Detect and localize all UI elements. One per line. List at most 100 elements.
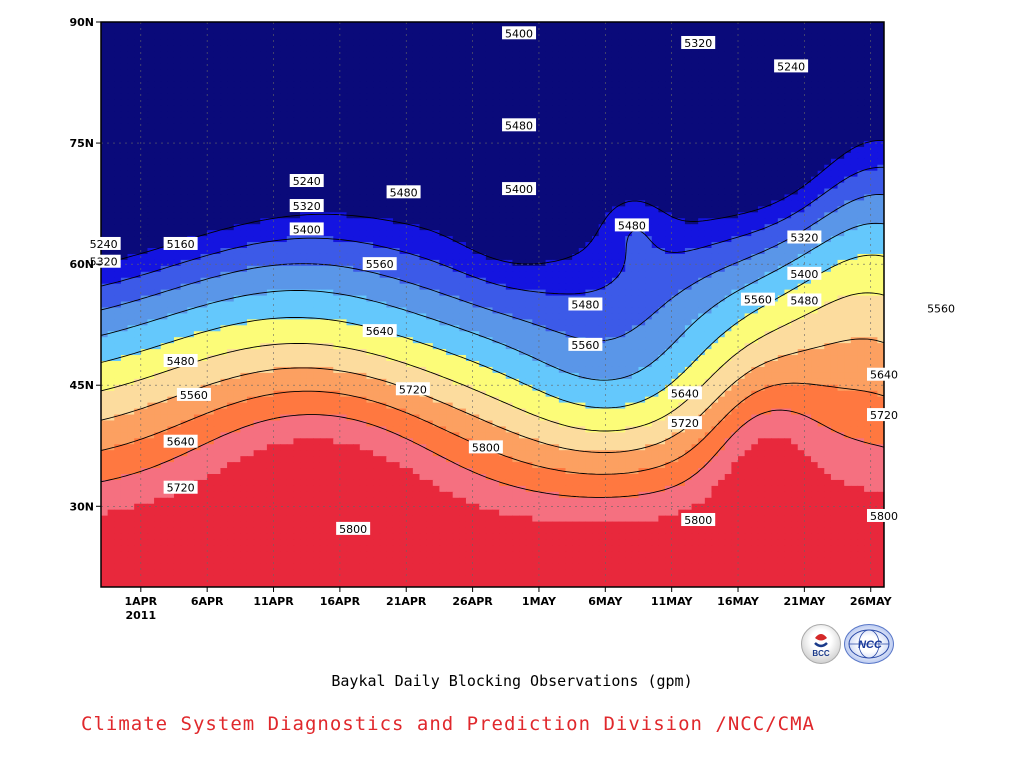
contour-cell — [273, 93, 281, 100]
contour-cell — [492, 105, 500, 112]
contour-cell — [107, 176, 115, 184]
contour-cell — [791, 33, 799, 41]
contour-cell — [665, 200, 673, 207]
contour-cell — [777, 146, 786, 154]
contour-cell — [704, 236, 713, 243]
contour-cell — [784, 69, 792, 77]
contour-cell — [101, 111, 109, 118]
contour-cell — [870, 182, 878, 190]
contour-cell — [499, 81, 507, 89]
contour-cell — [817, 129, 825, 136]
contour-cell — [784, 51, 792, 59]
contour-cell — [545, 69, 553, 77]
contour-cell — [160, 63, 168, 71]
contour-cell — [260, 224, 268, 231]
contour-cell — [525, 265, 533, 273]
contour-cell — [306, 236, 314, 243]
contour-cell — [253, 242, 261, 249]
contour-cell — [339, 51, 348, 59]
contour-cell — [631, 27, 640, 35]
contour-cell — [718, 212, 726, 219]
contour-cell — [266, 63, 275, 71]
contour-cell — [532, 236, 540, 243]
contour-cell — [738, 218, 746, 225]
contour-cell — [771, 206, 779, 213]
contour-cell — [784, 99, 792, 106]
contour-cell — [432, 152, 441, 160]
contour-cell — [611, 45, 620, 53]
contour-cell — [678, 45, 686, 53]
contour-cell — [738, 194, 746, 202]
contour-cell — [678, 188, 686, 196]
contour-cell — [373, 152, 381, 160]
contour-cell — [611, 39, 620, 47]
contour-cell — [426, 218, 434, 225]
contour-cell — [625, 129, 633, 136]
contour-cell — [386, 105, 394, 112]
contour-cell — [485, 182, 494, 190]
contour-cell — [379, 22, 387, 29]
contour-cell — [771, 236, 779, 243]
contour-cell — [479, 158, 487, 166]
contour-cell — [432, 170, 441, 178]
contour-cell — [864, 259, 872, 267]
contour-cell — [114, 152, 122, 160]
contour-cell — [864, 194, 872, 202]
contour-cell — [505, 57, 514, 65]
contour-cell — [280, 200, 288, 207]
contour-cell — [764, 164, 772, 172]
contour-cell — [114, 123, 122, 130]
contour-cell — [306, 93, 314, 100]
contour-cell — [811, 27, 819, 35]
contour-cell — [107, 117, 115, 124]
contour-cell — [844, 200, 852, 207]
contour-cell — [412, 218, 421, 225]
contour-cell — [313, 63, 321, 71]
contour-cell — [134, 182, 142, 190]
contour-cell — [532, 135, 540, 142]
contour-cell — [519, 206, 527, 213]
contour-cell — [392, 248, 401, 255]
contour-cell — [651, 188, 659, 196]
contour-cell — [173, 69, 182, 77]
contour-cell — [757, 248, 766, 255]
contour-cell — [764, 158, 772, 166]
contour-cell — [107, 212, 115, 219]
contour-cell — [293, 236, 301, 243]
contour-cell — [220, 123, 228, 130]
contour-cell — [120, 87, 129, 94]
contour-cell — [373, 75, 381, 83]
contour-cell — [651, 129, 659, 136]
contour-cell — [366, 63, 374, 71]
contour-cell — [605, 206, 613, 213]
contour-cell — [479, 105, 487, 112]
contour-cell — [120, 224, 129, 231]
contour-cell — [200, 117, 208, 124]
contour-cell — [797, 248, 805, 255]
contour-cell — [406, 111, 414, 118]
contour-cell — [658, 170, 666, 178]
contour-cell — [306, 81, 314, 89]
contour-cell — [877, 123, 884, 130]
contour-cell — [459, 105, 467, 112]
contour-cell — [512, 93, 520, 100]
contour-cell — [134, 105, 142, 112]
contour-cell — [804, 27, 812, 35]
contour-cell — [592, 99, 600, 106]
contour-cell — [830, 259, 839, 267]
contour-cell — [777, 93, 786, 100]
contour-cell — [140, 57, 149, 65]
contour-cell — [280, 170, 288, 178]
contour-cell — [386, 218, 394, 225]
contour-cell — [671, 152, 679, 160]
contour-cell — [120, 57, 129, 65]
contour-cell — [784, 45, 792, 53]
contour-cell — [220, 33, 228, 41]
contour-cell — [777, 129, 786, 136]
contour-cell — [638, 259, 646, 267]
contour-cell — [711, 146, 719, 154]
contour-cell — [373, 111, 381, 118]
contour-cell — [711, 248, 719, 255]
contour-cell — [386, 45, 394, 53]
contour-cell — [485, 224, 494, 231]
